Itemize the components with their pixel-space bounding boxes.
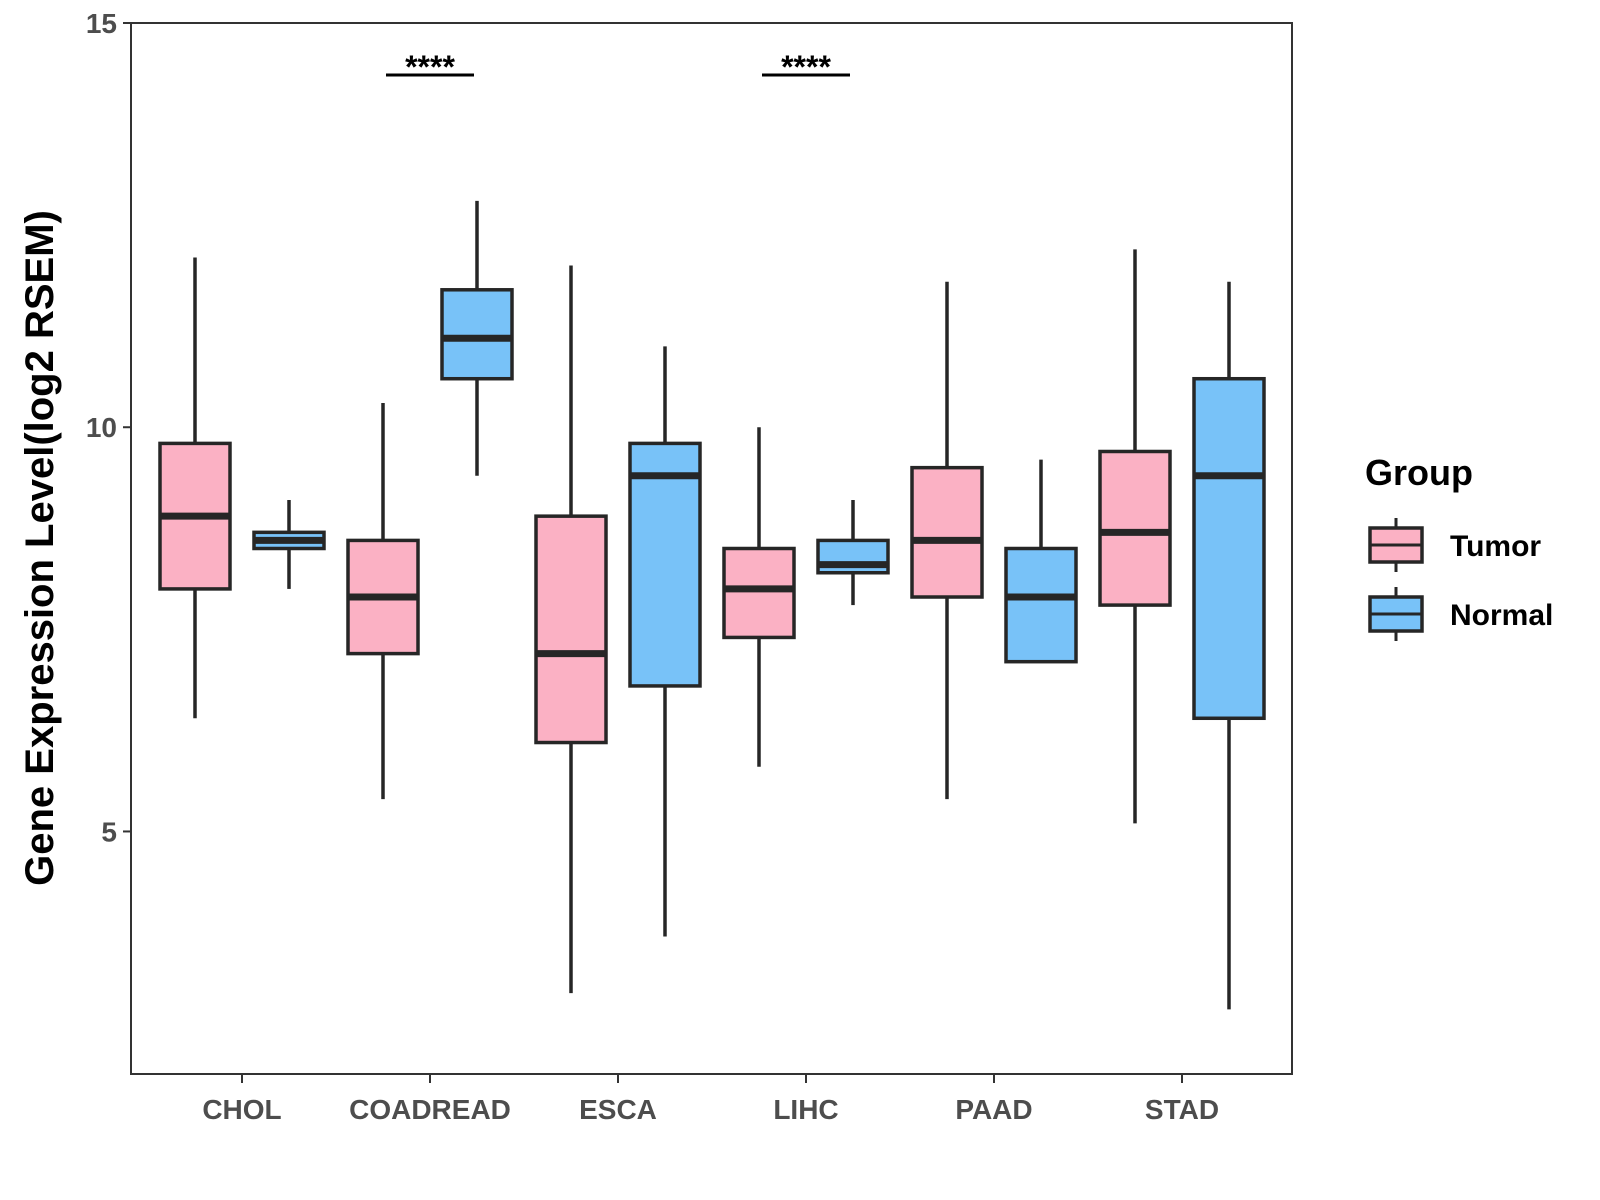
box-body: [1098, 449, 1172, 607]
box-body: [722, 546, 796, 640]
box-body: [1192, 376, 1266, 721]
box-body: [910, 465, 984, 599]
legend-label-tumor: Tumor: [1450, 530, 1541, 563]
x-tick-label: ESCA: [579, 1094, 657, 1125]
box-tumor-esca: [534, 265, 608, 994]
x-tick-label: PAAD: [955, 1094, 1032, 1125]
y-tick-label: 10: [86, 412, 117, 443]
box-body: [1004, 546, 1078, 664]
significance-label: ****: [781, 49, 831, 85]
x-tick-label: CHOL: [202, 1094, 281, 1125]
box-tumor-lihc: [722, 427, 796, 767]
box-tumor-paad: [910, 281, 984, 800]
x-tick-label: COADREAD: [349, 1094, 511, 1125]
plot-panel-border: [130, 22, 1293, 1075]
box-body: [534, 514, 608, 745]
x-tick-label: STAD: [1145, 1094, 1219, 1125]
x-tick-label: LIHC: [773, 1094, 838, 1125]
y-tick-label: 15: [86, 8, 117, 39]
box-normal-stad: [1192, 281, 1266, 1010]
box-normal-paad: [1004, 459, 1078, 664]
y-axis-title: Gene Expression Level(log2 RSEM): [18, 210, 62, 886]
box-tumor-chol: [158, 257, 232, 719]
axes: 5 10 15 CHOL COADREAD ESCA LIHC PAAD STAD Gene Ex…: [18, 8, 1293, 1125]
box-body: [440, 288, 514, 381]
y-tick-label: 5: [101, 816, 117, 847]
box-normal-coadread: [440, 200, 514, 476]
box-normal-lihc: [816, 499, 890, 606]
box-body: [628, 441, 702, 688]
legend-title: Group: [1365, 452, 1473, 493]
legend-label-normal: Normal: [1450, 599, 1553, 632]
box-normal-chol: [252, 499, 326, 589]
box-tumor-stad: [1098, 249, 1172, 824]
box-normal-esca: [628, 346, 702, 937]
plot-area: **** ****: [158, 49, 1266, 1010]
box-tumor-coadread: [346, 402, 420, 800]
significance-label: ****: [405, 49, 455, 85]
legend: Group Tumor Normal: [1365, 452, 1553, 641]
